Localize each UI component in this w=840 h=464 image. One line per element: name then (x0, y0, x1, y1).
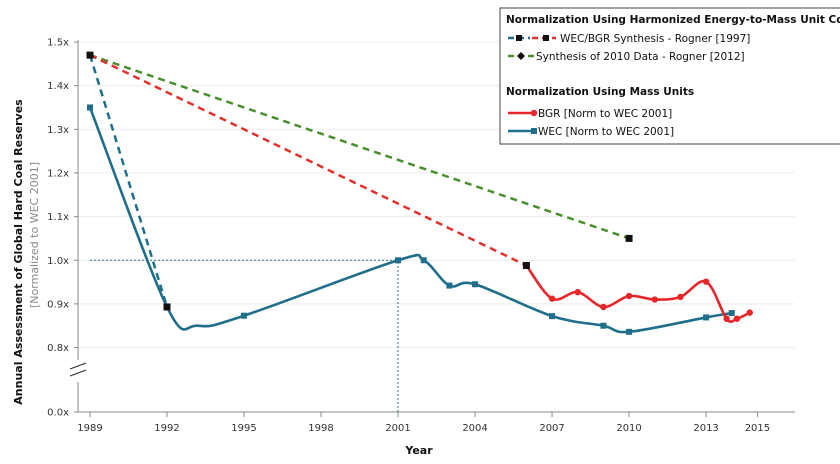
series-rogner-1997-blue-line (88, 54, 169, 308)
legend-swatch-rogner-2012 (508, 52, 534, 60)
bgr-point (733, 315, 741, 322)
wec-point (549, 313, 556, 320)
rogner-2012-point (625, 234, 633, 242)
legend-swatch-bgr (508, 109, 538, 117)
legend-label-wec: WEC [Norm to WEC 2001] (538, 126, 674, 138)
x-tick-label: 2001 (385, 423, 410, 434)
y-tick-label: 0.0x (47, 408, 69, 419)
legend-label-bgr: BGR [Norm to WEC 2001] (538, 108, 672, 120)
legend-marker-diamond (517, 52, 525, 60)
legend-marker-square (516, 35, 522, 41)
y-tick-labels: 0.0x 0.8x 0.9x 1.0x 1.1x 1.2x 1.3x 1.4x 1.5x (47, 38, 78, 419)
legend-group-1-title: Normalization Using Harmonized Energy-to… (506, 14, 840, 26)
x-axis-title: Year (404, 444, 433, 457)
wec-point (446, 282, 453, 289)
y-tick-label: 1.3x (47, 125, 69, 136)
series-wec-line (88, 107, 732, 334)
x-tick-label: 1995 (231, 423, 256, 434)
x-tick-label: 1998 (308, 423, 333, 434)
x-tick-label: 1992 (154, 423, 179, 434)
bgr-point (548, 295, 556, 302)
wec-point (703, 314, 710, 321)
axes (69, 40, 795, 413)
y-tick-label: 1.1x (47, 212, 69, 223)
rogner-1997-point (163, 303, 171, 311)
legend: Normalization Using Harmonized Energy-to… (499, 7, 840, 145)
y-tick-label: 1.2x (47, 168, 69, 179)
wec-point (395, 257, 402, 264)
bgr-point (625, 292, 633, 300)
legend-marker-circle (530, 109, 538, 117)
bgr-point (723, 315, 730, 322)
wec-point (472, 281, 479, 288)
legend-marker-square (531, 128, 537, 134)
wec-point (87, 104, 93, 111)
y-tick-label: 0.8x (47, 343, 69, 354)
legend-box (499, 7, 840, 145)
y-axis-subtitle: [Normalized to WEC 2001] (28, 162, 41, 308)
bgr-point (574, 288, 581, 296)
y-tick-label: 0.9x (47, 299, 69, 310)
wec-point (600, 322, 607, 329)
bgr-point (677, 293, 684, 301)
wec-point (420, 257, 427, 264)
y-axis-title: Annual Assessment of Global Hard Coal Re… (12, 99, 25, 405)
x-tick-label: 2015 (745, 423, 770, 434)
reference-lines (90, 259, 399, 412)
bgr-point (702, 278, 710, 285)
legend-swatch-rogner-1997 (508, 35, 556, 41)
series-bgr-line (525, 264, 751, 324)
series-rogner-2012-line (89, 53, 630, 240)
x-tick-label: 2010 (616, 423, 641, 434)
legend-label-rogner-2012: Synthesis of 2010 Data - Rogner [2012] (536, 51, 745, 63)
axis-break-icon (69, 362, 87, 377)
x-tick-label: 1989 (77, 423, 102, 434)
legend-swatch-wec (508, 128, 537, 134)
wec-point (626, 328, 633, 335)
legend-label-rogner-1997: WEC/BGR Synthesis - Rogner [1997] (560, 33, 750, 45)
wec-point (241, 312, 248, 319)
series-rogner-1997-red-line (89, 53, 527, 267)
rogner-1997-point (86, 51, 94, 59)
x-tick-label: 2013 (693, 423, 718, 434)
y-tick-label: 1.5x (47, 38, 69, 49)
y-tick-label: 1.0x (47, 256, 69, 267)
y-tick-label: 1.4x (47, 81, 69, 92)
legend-marker-square (543, 35, 549, 41)
legend-group-2-title: Normalization Using Mass Units (506, 86, 694, 98)
bgr-point (651, 296, 658, 303)
x-tick-label: 2004 (462, 423, 487, 434)
wec-point (728, 310, 735, 317)
series-group (86, 51, 753, 335)
x-tick-label: 2007 (539, 423, 564, 434)
rogner-1997-point (522, 261, 530, 269)
bgr-point (746, 309, 753, 316)
x-tick-labels: 1989 1992 1995 1998 2001 2004 2007 2010 2013 2015 (77, 412, 770, 434)
bgr-point (600, 303, 607, 311)
